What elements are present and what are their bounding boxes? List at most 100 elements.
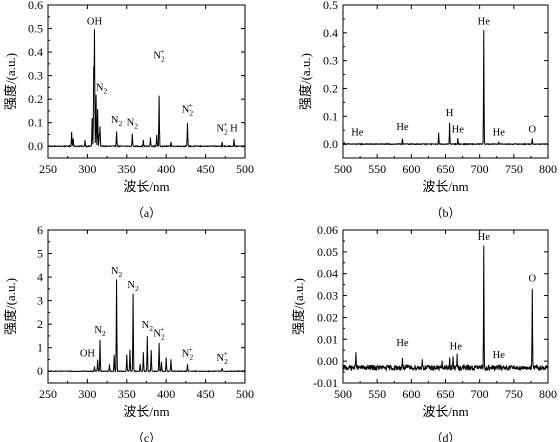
panel-caption-b: （b）	[430, 206, 460, 220]
y-tick-label-b-1: 0.1	[323, 109, 338, 123]
peak-label-b-6: O	[528, 125, 536, 136]
y-tick-label-b-5: 0.5	[323, 0, 338, 12]
y-tick-label-a-1: 0.1	[28, 116, 43, 130]
y-axis-label-b: 强度/(a.u.)	[298, 53, 313, 110]
y-axis-label-c: 强度/(a.u.)	[3, 278, 18, 335]
x-tick-label-b-4: 700	[471, 162, 489, 176]
x-tick-label-a-4: 450	[197, 162, 215, 176]
peak-label-b-4: He	[478, 16, 491, 27]
peak-label-b-5: He	[493, 128, 506, 139]
chart-panel-c: 250 300 350 400 450 500 0 1 2 3 4 5 6 波长/nm 强度/(a.u.) （…	[3, 223, 254, 442]
x-tick-label-d-4: 700	[471, 387, 489, 401]
x-tick-label-c-0: 250	[39, 387, 57, 401]
chart-panel-b: 500 550 600 650 700 750 800 0.0 0.1 0.2 0.3 0.4 0.5 波…	[298, 0, 557, 220]
x-axis-label-b: 波长/nm	[422, 179, 468, 194]
y-tick-label-b-2: 0.2	[323, 81, 338, 95]
x-axis-label-d: 波长/nm	[422, 404, 468, 419]
peak-label-c-3: N2	[127, 280, 139, 293]
y-tick-label-a-4: 0.4	[28, 45, 43, 59]
y-tick-label-b-4: 0.4	[323, 26, 338, 40]
peak-label-d-1: He	[450, 341, 463, 352]
y-tick-label-a-3: 0.3	[28, 69, 43, 83]
y-tick-label-a-2: 0.2	[28, 92, 43, 106]
y-tick-label-c-0: 0	[37, 364, 43, 378]
peak-label-a-2: N2	[111, 115, 123, 128]
x-tick-label-c-5: 500	[236, 387, 254, 401]
x-tick-label-d-3: 650	[437, 387, 455, 401]
spectrum-line-b	[342, 30, 549, 146]
peak-label-a-1: N2	[96, 82, 108, 95]
plot-frame-d	[342, 229, 549, 384]
x-tick-label-c-2: 350	[118, 387, 136, 401]
y-tick-label-c-2: 2	[37, 317, 43, 331]
x-tick-label-d-1: 550	[368, 387, 386, 401]
peak-label-c-2: N2	[111, 266, 123, 279]
peak-label-b-3: He	[452, 125, 465, 136]
panel-caption-d: （d）	[430, 431, 460, 442]
peak-label-c-6: N2+	[182, 344, 194, 361]
spectrum-line-d	[342, 245, 549, 372]
plot-frame-b	[342, 4, 549, 159]
peak-label-b-2: H	[446, 108, 454, 119]
peak-label-d-4: O	[528, 274, 536, 285]
x-tick-label-a-3: 400	[157, 162, 175, 176]
y-tick-label-c-4: 4	[37, 270, 43, 284]
chart-panel-d: 500 550 600 650 700 750 800 -0.01 0.00 0.01 0.02 0.…	[291, 223, 557, 442]
y-tick-label-c-3: 3	[37, 294, 43, 308]
x-tick-label-b-6: 800	[539, 162, 557, 176]
peak-label-a-3: N2	[127, 118, 139, 131]
x-tick-label-d-2: 600	[402, 387, 420, 401]
x-tick-label-b-1: 550	[368, 162, 386, 176]
peak-label-a-5: N2+	[182, 101, 194, 118]
spectrum-line-c	[47, 279, 246, 373]
peak-label-c-1: N2	[94, 325, 106, 338]
peak-label-c-0: OH	[80, 348, 96, 359]
y-tick-label-d-4: 0.03	[317, 289, 338, 303]
y-tick-label-d-2: 0.01	[317, 332, 338, 346]
peak-label-a-4: N2+	[153, 46, 165, 63]
x-tick-label-d-6: 800	[539, 387, 557, 401]
y-tick-label-d-0: -0.01	[313, 376, 338, 390]
peak-label-c-5: N2+	[153, 324, 165, 341]
x-tick-label-c-1: 300	[78, 387, 96, 401]
y-axis-label-a: 强度/(a.u.)	[3, 53, 18, 110]
peak-label-c-4: N2	[142, 320, 154, 333]
peak-label-a-0: OH	[87, 16, 103, 27]
y-tick-label-a-0: 0.0	[28, 139, 43, 153]
y-tick-label-c-6: 6	[37, 223, 43, 237]
y-tick-label-d-3: 0.02	[317, 310, 338, 324]
y-tick-label-b-0: 0.0	[323, 137, 338, 151]
x-tick-label-b-0: 500	[334, 162, 352, 176]
panel-caption-a: （a）	[132, 206, 161, 220]
plot-frame-a	[47, 4, 246, 159]
y-tick-label-d-6: 0.05	[317, 245, 338, 259]
peak-label-b-1: He	[396, 122, 409, 133]
x-tick-label-a-5: 500	[236, 162, 254, 176]
x-tick-label-a-0: 250	[39, 162, 57, 176]
spectrum-line-a	[47, 29, 246, 149]
peak-label-d-0: He	[396, 338, 409, 349]
x-tick-label-b-3: 650	[437, 162, 455, 176]
y-tick-label-d-5: 0.04	[317, 267, 338, 281]
x-tick-label-a-1: 300	[78, 162, 96, 176]
x-tick-label-d-0: 500	[334, 387, 352, 401]
peak-label-b-0: He	[351, 128, 364, 139]
y-tick-label-a-5: 0.5	[28, 22, 43, 36]
peak-label-c-7: N2+	[216, 349, 228, 366]
x-tick-label-b-5: 750	[505, 162, 523, 176]
x-tick-label-b-2: 600	[402, 162, 420, 176]
y-tick-label-d-7: 0.06	[317, 223, 338, 237]
peak-label-a-7: H	[230, 123, 238, 134]
x-axis-label-a: 波长/nm	[123, 179, 169, 194]
y-axis-label-d: 强度/(a.u.)	[291, 278, 306, 335]
x-tick-label-c-4: 450	[197, 387, 215, 401]
x-axis-label-c: 波长/nm	[123, 404, 169, 419]
peak-label-d-2: He	[478, 232, 491, 243]
y-tick-label-c-1: 1	[37, 341, 43, 355]
y-tick-label-a-6: 0.6	[28, 0, 43, 12]
y-tick-label-b-3: 0.3	[323, 54, 338, 68]
panel-caption-c: （c）	[132, 431, 161, 442]
y-tick-label-c-5: 5	[37, 247, 43, 261]
y-tick-label-d-1: 0.00	[317, 354, 338, 368]
